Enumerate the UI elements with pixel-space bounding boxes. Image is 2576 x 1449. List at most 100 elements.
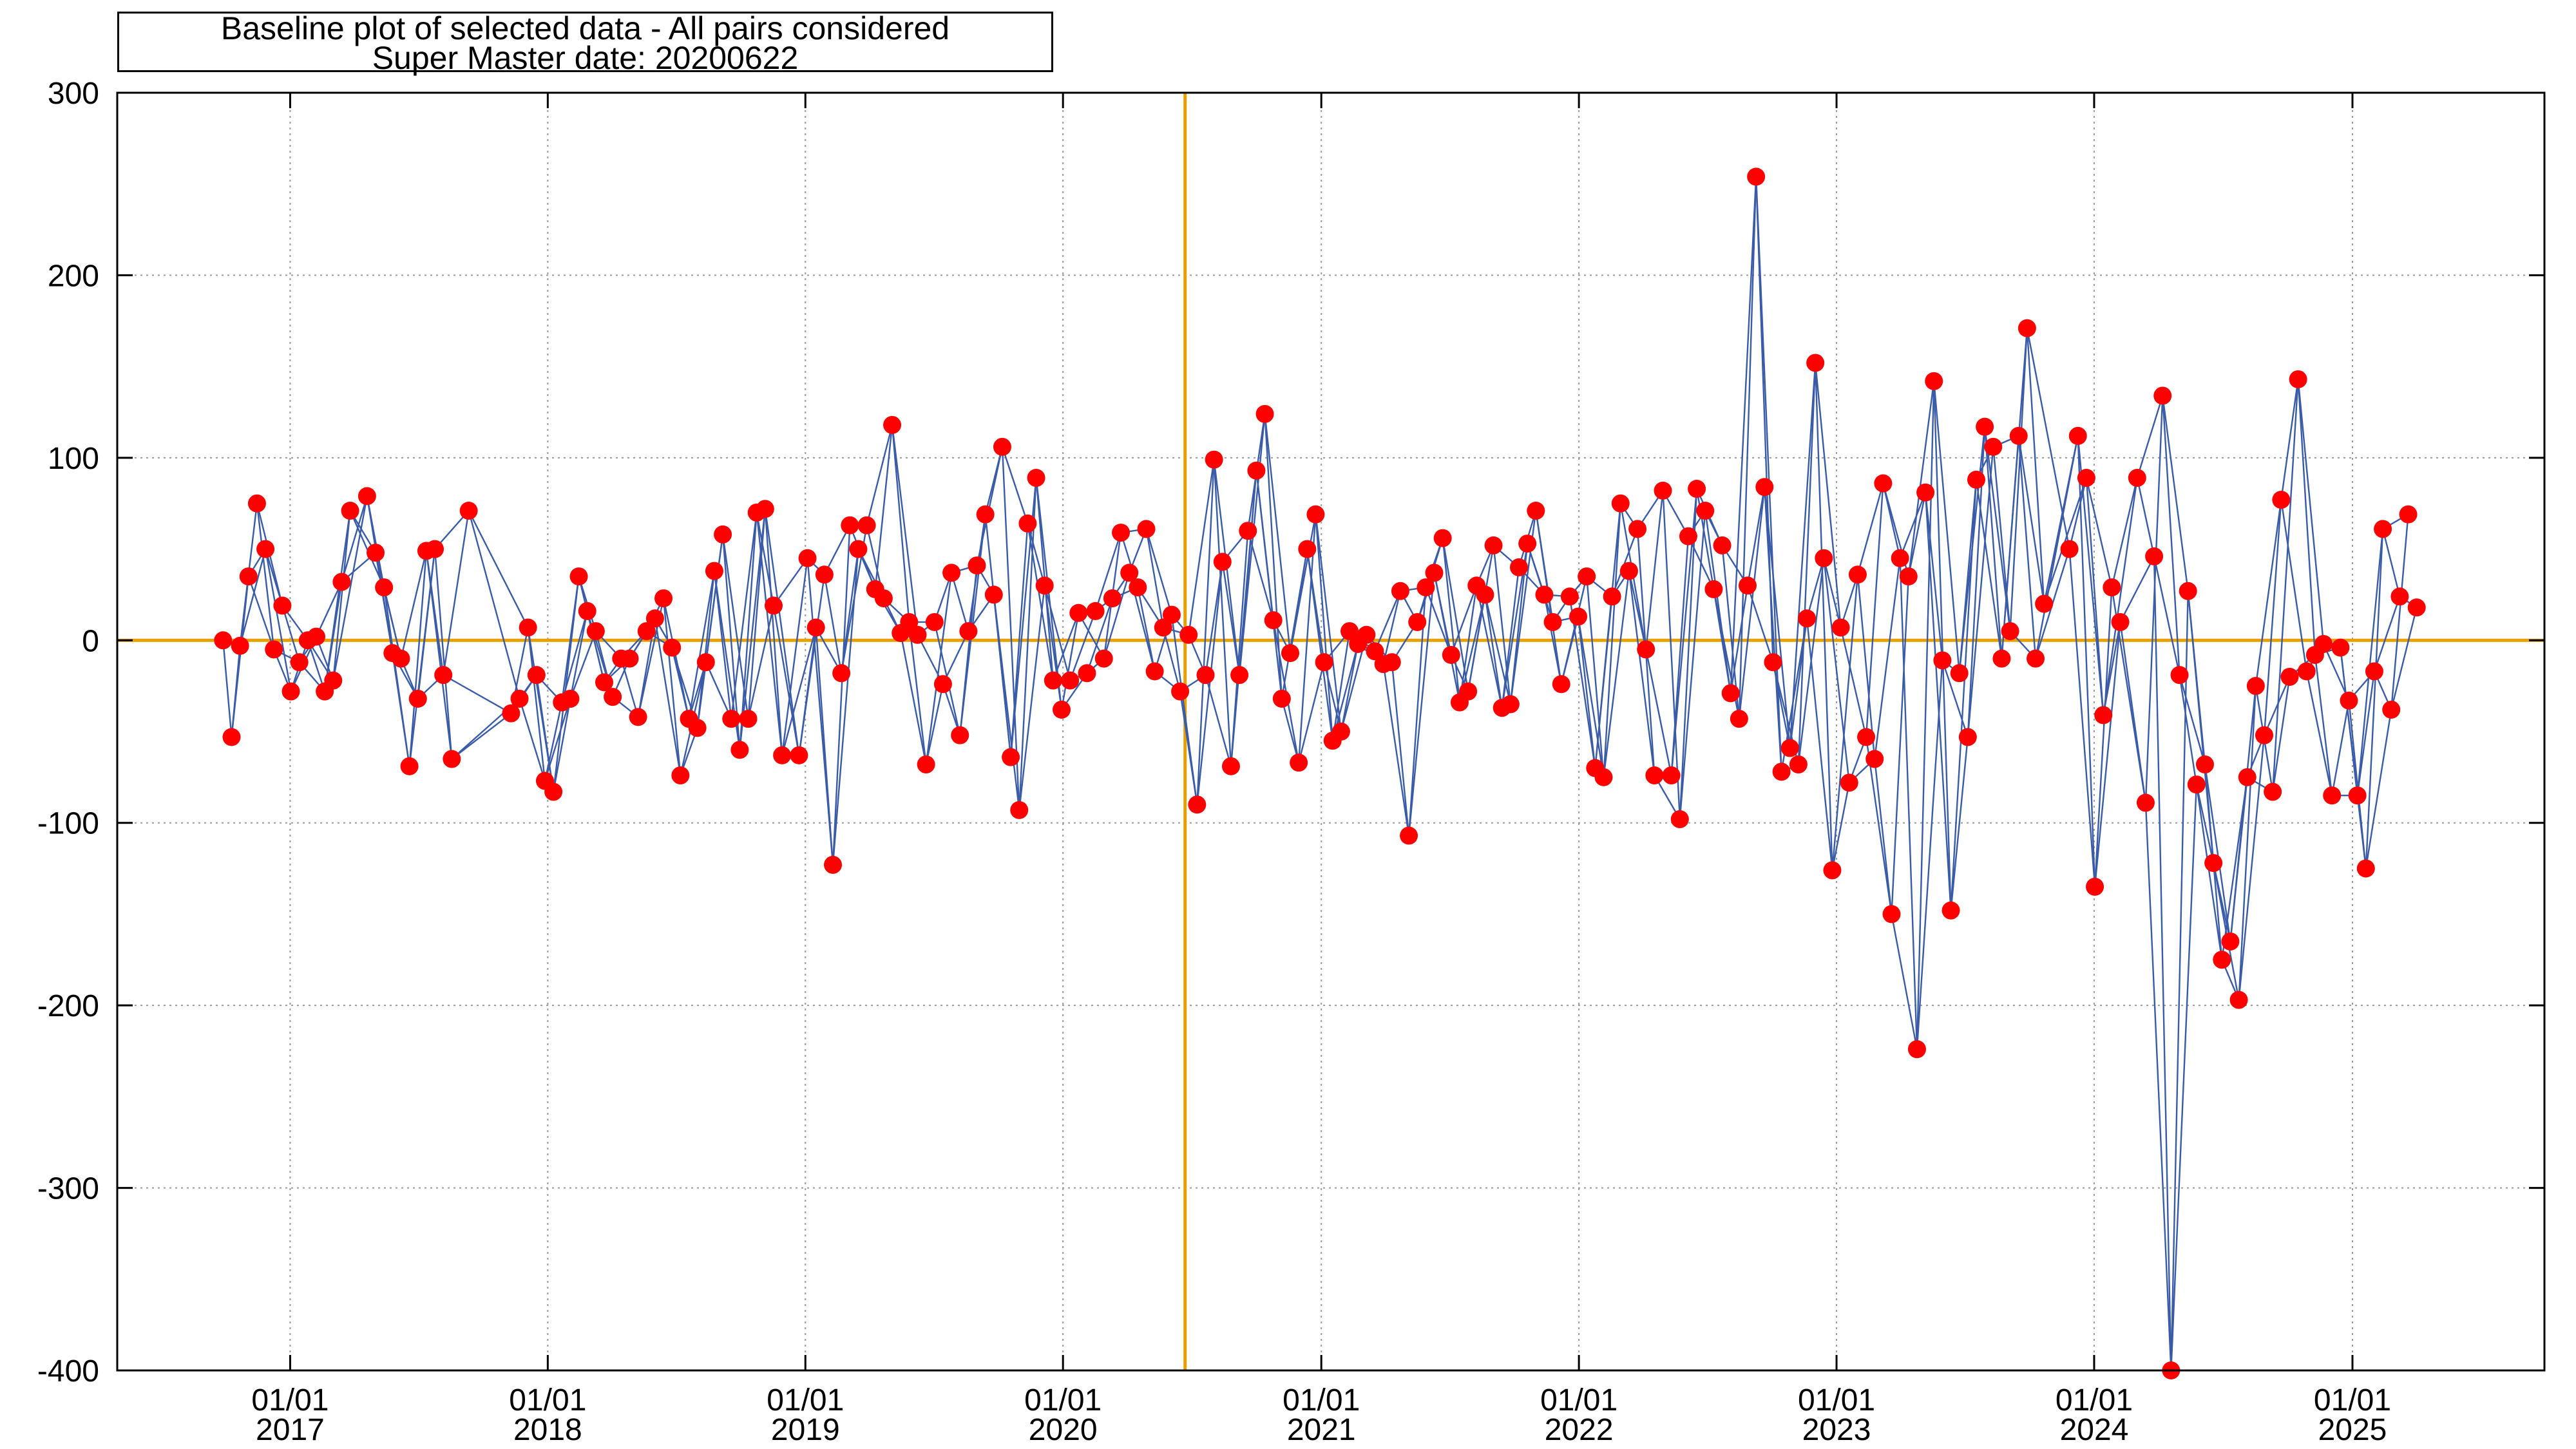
pair-arrow	[1391, 662, 1409, 835]
acquisition-point	[307, 627, 325, 646]
pair-arrow	[2162, 395, 2179, 675]
acquisition-point	[1755, 478, 1774, 497]
pair-arrow	[2263, 677, 2289, 736]
x-tick-label-day: 01/01	[2056, 1383, 2133, 1417]
pair-arrow	[2136, 395, 2162, 478]
pair-arrow	[772, 605, 799, 755]
acquisition-point	[1196, 666, 1215, 685]
acquisition-point	[798, 549, 817, 567]
acquisition-point	[510, 689, 529, 708]
chart-title: Baseline plot of selected data - All pai…	[220, 10, 950, 46]
acquisition-point	[671, 766, 690, 785]
pair-arrow	[2255, 500, 2281, 687]
pair-arrow	[1865, 484, 1883, 737]
pair-arrow	[527, 627, 545, 781]
acquisition-point	[2238, 768, 2256, 786]
pair-arrow	[823, 574, 841, 673]
pair-arrow	[247, 576, 274, 649]
pair-arrow	[535, 674, 553, 791]
pair-arrow	[408, 551, 426, 766]
pair-arrow	[1755, 176, 1781, 772]
pair-arrow	[1738, 487, 1764, 719]
acquisition-point	[1984, 437, 2003, 456]
acquisition-point	[2272, 491, 2291, 509]
pair-arrow	[950, 573, 968, 631]
acquisition-point	[2264, 782, 2282, 801]
acquisition-point	[645, 609, 664, 628]
acquisition-point	[1925, 372, 1943, 390]
acquisition-point	[578, 601, 596, 620]
pair-arrow	[1603, 504, 1620, 777]
pair-arrow	[256, 503, 274, 650]
pair-arrow	[1891, 576, 1909, 914]
axes-layer: 3002001000-100-200-300-40001/01201701/01…	[37, 77, 2546, 1447]
pair-arrow	[1484, 594, 1502, 708]
pair-arrow	[1289, 515, 1315, 654]
acquisition-point	[1272, 689, 1291, 708]
acquisition-point	[273, 596, 292, 615]
acquisition-point	[1840, 773, 1858, 792]
pair-arrow	[705, 535, 723, 663]
acquisition-point	[959, 622, 978, 641]
acquisition-point	[2213, 951, 2231, 969]
pair-arrow	[1933, 381, 1959, 673]
pair-arrow	[1060, 613, 1078, 710]
x-tick-label-year: 2019	[771, 1413, 840, 1447]
acquisition-point	[2365, 662, 2383, 681]
acquisition-point	[1899, 567, 1918, 586]
plot-frame	[116, 91, 2546, 1372]
acquisition-point	[1628, 520, 1647, 538]
acquisition-point	[1408, 612, 1427, 631]
pair-arrow	[1247, 530, 1273, 620]
pair-arrow	[2331, 701, 2349, 796]
acquisition-point	[688, 719, 707, 737]
pair-arrow	[1687, 536, 1715, 589]
acquisition-point	[874, 589, 893, 608]
x-tick-label-day: 01/01	[1024, 1383, 1102, 1417]
pair-arrow	[1856, 484, 1883, 575]
acquisition-point	[1823, 861, 1842, 880]
acquisition-point	[857, 516, 876, 535]
pair-arrow	[1831, 574, 1857, 871]
acquisition-point	[714, 525, 732, 544]
pair-arrow	[739, 513, 756, 750]
acquisition-point	[722, 710, 741, 728]
acquisition-point	[993, 437, 1011, 456]
acquisition-point	[358, 487, 376, 506]
acquisition-point	[1357, 625, 1376, 644]
pair-arrow	[942, 631, 969, 685]
pair-arrow	[544, 703, 562, 781]
pair-arrow	[468, 510, 529, 627]
pair-arrow	[1340, 644, 1358, 732]
x-tick-label-year: 2018	[513, 1413, 582, 1447]
acquisition-point	[1331, 723, 1350, 741]
acquisition-point	[1137, 520, 1156, 538]
pair-arrow	[2348, 700, 2366, 869]
pair-arrow	[917, 634, 944, 685]
acquisition-point	[332, 573, 351, 591]
pair-arrow	[1856, 574, 1875, 759]
acquisition-point	[1417, 578, 1435, 597]
acquisition-point	[1543, 612, 1562, 631]
pair-arrow	[1450, 585, 1476, 656]
acquisition-point	[1290, 753, 1308, 772]
pair-arrow	[2271, 379, 2298, 792]
acquisition-point	[1815, 549, 1833, 567]
pair-arrow	[1501, 567, 1519, 708]
acquisition-point	[2255, 726, 2274, 744]
acquisition-point	[908, 625, 927, 644]
pair-arrow	[2162, 395, 2188, 591]
acquisition-point	[519, 618, 537, 637]
acquisition-point	[1772, 762, 1791, 781]
pair-arrow	[2111, 478, 2137, 588]
acquisition-point	[1145, 662, 1164, 681]
acquisition-point	[561, 689, 580, 708]
pair-arrow	[1145, 529, 1163, 627]
pair-arrow	[1814, 363, 1840, 627]
acquisition-point	[400, 757, 419, 775]
acquisition-point	[2128, 469, 2146, 488]
pair-arrow	[1975, 479, 2001, 659]
acquisition-point	[637, 622, 656, 641]
pair-arrow	[2179, 674, 2205, 764]
